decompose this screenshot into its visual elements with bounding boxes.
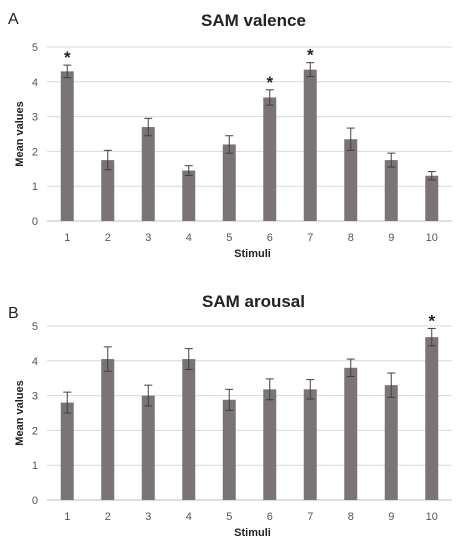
chart-a-x-tick-label: 4 xyxy=(186,232,192,244)
chart-a-x-tick-label: 3 xyxy=(145,232,151,244)
chart-b-significance-star: * xyxy=(428,311,435,330)
chart-b-x-tick-label: 10 xyxy=(426,511,438,523)
chart-a-bar xyxy=(384,160,398,221)
chart-b-x-axis-label: Stimuli xyxy=(234,527,271,539)
chart-b-bar xyxy=(344,367,358,500)
chart-a-x-tick-label: 8 xyxy=(348,232,354,244)
chart-b-title: SAM arousal xyxy=(202,292,305,311)
chart-b-bar xyxy=(384,385,398,500)
chart-b-x-tick-label: 2 xyxy=(105,511,111,523)
chart-a-x-tick-label: 1 xyxy=(64,232,70,244)
chart-a-bar xyxy=(182,170,196,221)
chart-a-bar xyxy=(101,160,115,221)
chart-b-bar xyxy=(222,399,236,500)
chart-a-y-axis-label: Mean values xyxy=(14,101,26,166)
chart-b-y-tick-label: 3 xyxy=(32,391,38,403)
chart-b-bar xyxy=(141,395,155,500)
chart-b-x-tick-label: 7 xyxy=(307,511,313,523)
chart-a-x-tick-label: 9 xyxy=(388,232,394,244)
chart-b-x-tick-label: 3 xyxy=(145,511,151,523)
chart-a-y-tick-label: 4 xyxy=(32,77,38,89)
chart-a-bar xyxy=(60,71,74,221)
chart-a-x-tick-label: 5 xyxy=(226,232,232,244)
chart-a-y-tick-label: 0 xyxy=(32,216,38,228)
chart-a-x-tick-label: 10 xyxy=(426,232,438,244)
chart-a-bar xyxy=(303,69,317,222)
chart-b-bar xyxy=(60,402,74,500)
chart-a-x-axis-label: Stimuli xyxy=(234,248,271,260)
chart-b-y-tick-label: 4 xyxy=(32,356,38,368)
chart-a-significance-star: * xyxy=(64,48,71,67)
chart-b-bar xyxy=(263,389,277,500)
chart-b-x-tick-label: 5 xyxy=(226,511,232,523)
chart-b-y-tick-label: 5 xyxy=(32,321,38,333)
chart-a-y-tick-label: 5 xyxy=(32,42,38,54)
chart-a-bar xyxy=(344,139,358,221)
chart-a-x-tick-label: 6 xyxy=(267,232,273,244)
chart-a-x-tick-label: 7 xyxy=(307,232,313,244)
chart-b-bar xyxy=(303,389,317,500)
chart-a-bar xyxy=(263,97,277,221)
chart-b-y-axis-label: Mean values xyxy=(14,380,26,445)
chart-b-y-tick-label: 1 xyxy=(32,460,38,472)
chart-b-bar xyxy=(101,359,115,500)
chart-a-bar xyxy=(222,144,236,221)
chart-b-x-tick-label: 8 xyxy=(348,511,354,523)
chart-a-significance-star: * xyxy=(266,73,273,92)
chart-a-y-tick-label: 3 xyxy=(32,112,38,124)
chart-b-panel-letter: B xyxy=(8,305,19,322)
chart-b-x-tick-label: 6 xyxy=(267,511,273,523)
chart-a-significance-star: * xyxy=(307,46,314,65)
chart-a-bar xyxy=(141,127,155,221)
chart-a-y-tick-label: 2 xyxy=(32,146,38,158)
chart-b-x-tick-label: 1 xyxy=(64,511,70,523)
chart-a-x-tick-label: 2 xyxy=(105,232,111,244)
chart-b-bar xyxy=(425,337,439,500)
chart-b-y-tick-label: 0 xyxy=(32,495,38,507)
chart-b-x-tick-label: 9 xyxy=(388,511,394,523)
chart-a-y-tick-label: 1 xyxy=(32,181,38,193)
chart-b-bar xyxy=(182,359,196,500)
chart-a-bar xyxy=(425,175,439,221)
chart-b-y-tick-label: 2 xyxy=(32,425,38,437)
chart-a-panel-letter: A xyxy=(8,11,19,28)
chart-b-x-tick-label: 4 xyxy=(186,511,192,523)
chart-a-title: SAM valence xyxy=(201,11,306,30)
